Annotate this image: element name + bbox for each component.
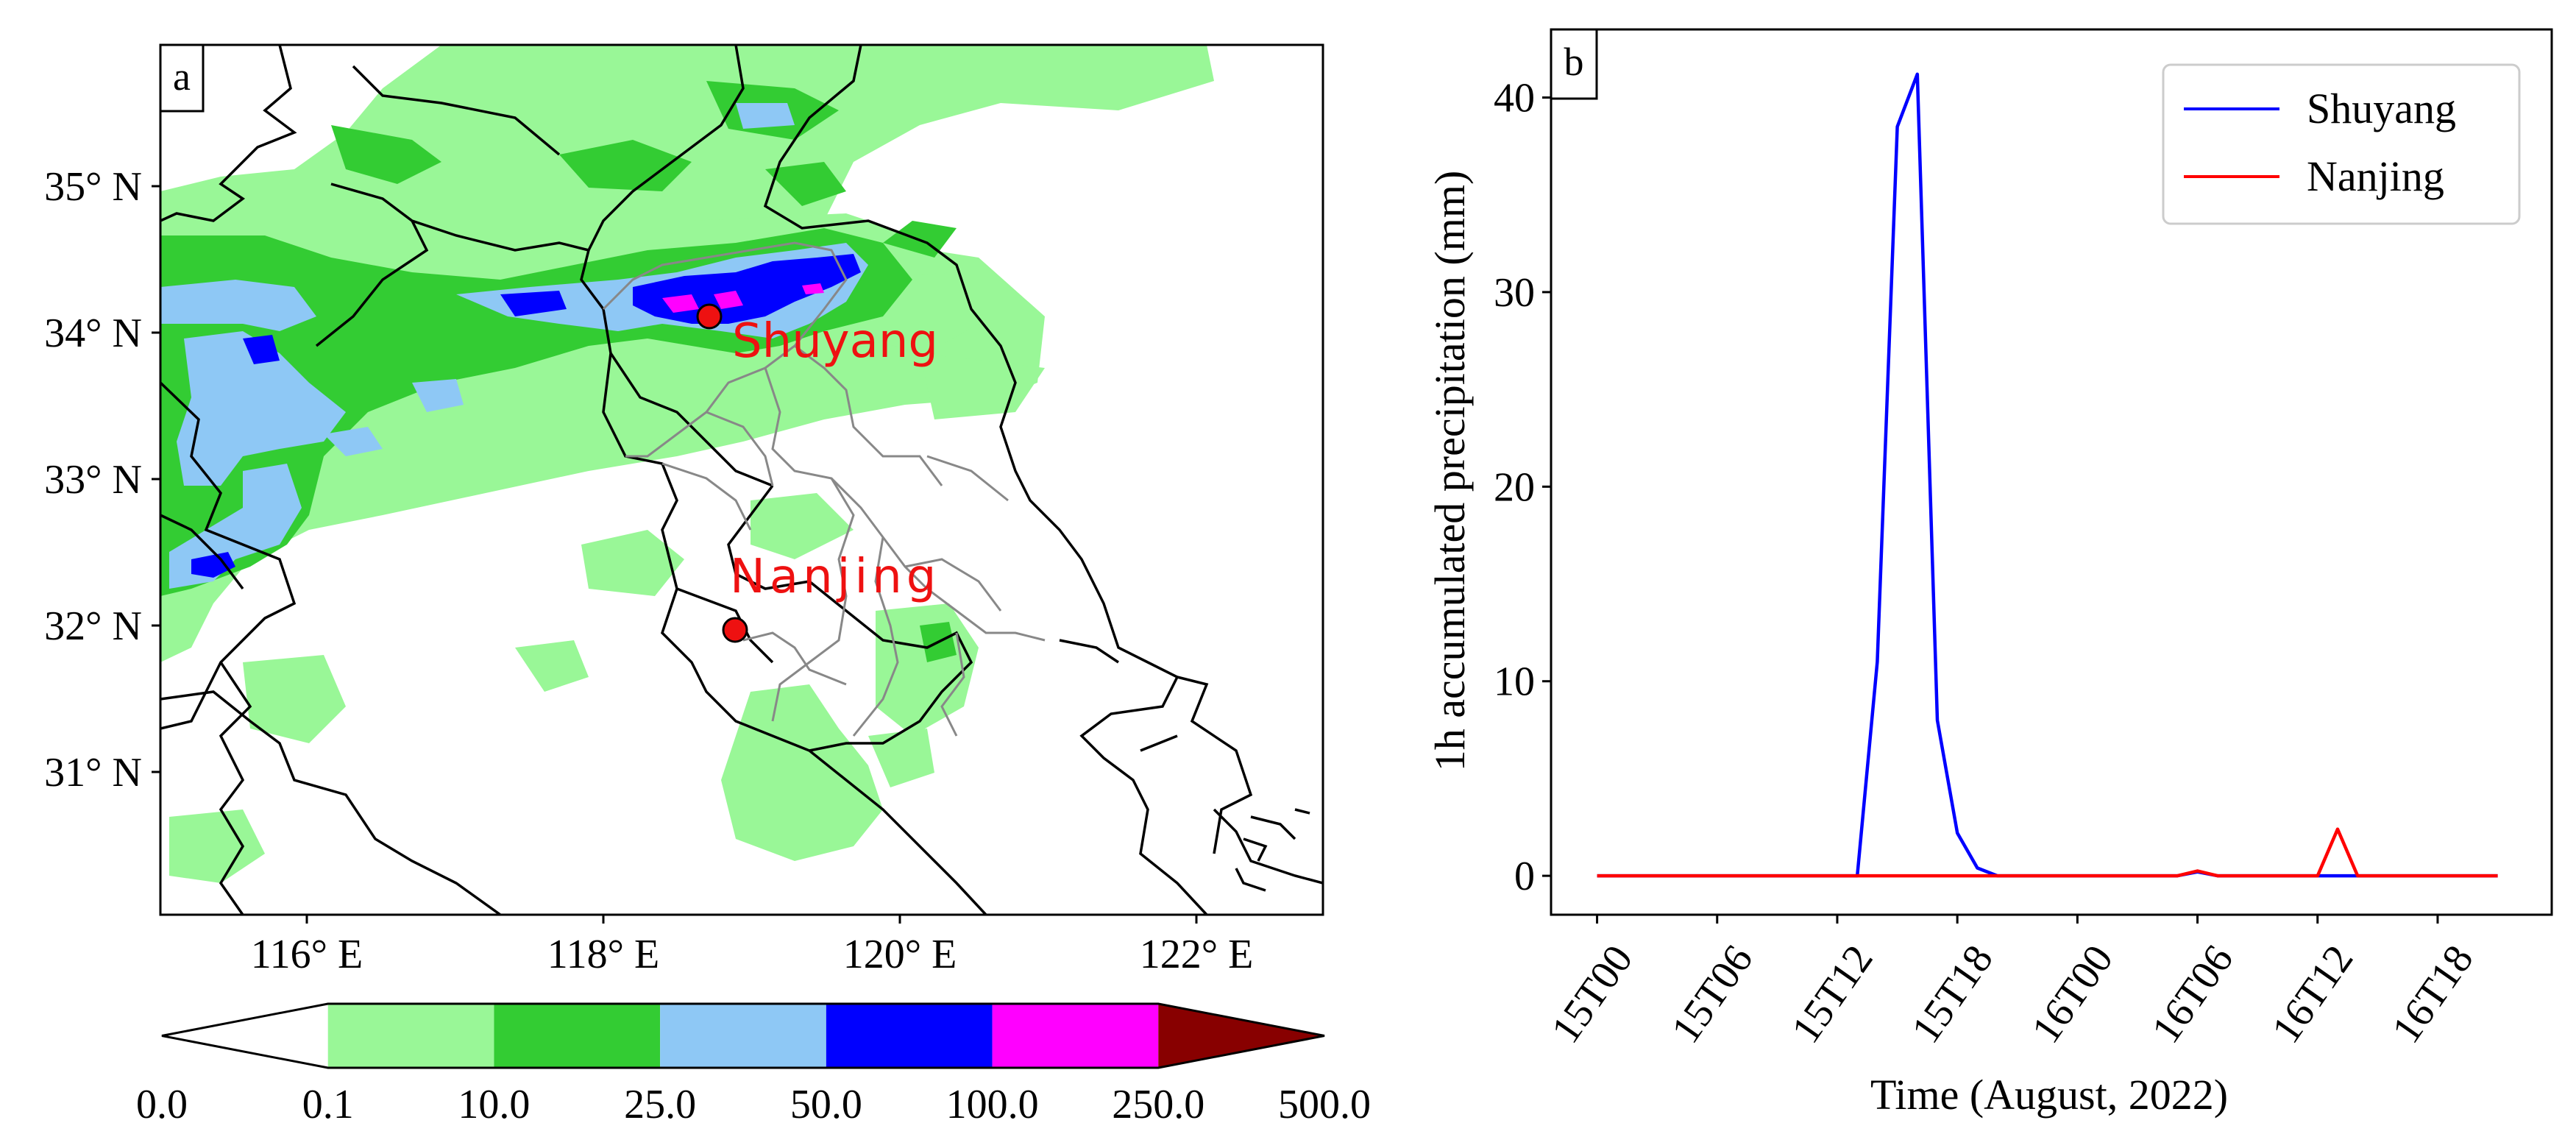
lat-tick-31: 31° N [44,750,142,796]
x-axis: 15T00 15T06 15T12 15T18 16T00 16T06 16T12 16T18 [1543,915,2483,1052]
panel-label-b: b [1564,40,1584,84]
lon-tick-120: 120° E [843,932,957,977]
y-tick-label: 10 [1494,659,1535,705]
panel-label-b-box [1550,28,1598,100]
colorbar-segment [660,1004,826,1068]
lat-tick-32: 32° N [44,603,142,649]
colorbar-outline [161,1002,1325,1069]
colorbar-tick-label: 0.1 [302,1082,354,1127]
colorbar-segment [992,1004,1159,1068]
lat-tick-33: 33° N [44,457,142,503]
colorbar-tick-label: 25.0 [624,1082,696,1127]
y-tick-label: 30 [1494,270,1535,316]
lon-tick-118: 118° E [547,932,660,977]
x-tick-label: 16T18 [2383,937,2483,1051]
lon-tick-122: 122° E [1140,932,1254,977]
colorbar-tick-label: 50.0 [790,1082,862,1127]
lon-tick-116: 116° E [251,932,363,977]
station-shuyang: Shuyang [696,303,938,369]
x-tick-label: 15T12 [1783,937,1882,1051]
colorbar-tick-label: 0.0 [136,1082,188,1127]
x-tick-label: 15T00 [1543,937,1642,1051]
colorbar-tick-label: 10.0 [458,1082,530,1127]
x-tick-label: 15T18 [1903,937,2002,1051]
plot-frame [1550,28,2553,916]
latitude-axis: 35° N 34° N 33° N 32° N 31° N [44,164,160,796]
x-tick-label: 16T00 [2023,937,2122,1051]
boundaries [160,45,1323,915]
station-nanjing: Nanjing [722,550,940,643]
y-tick-label: 20 [1494,464,1535,510]
colorbar: 0.0 0.1 10.0 25.0 50.0 100.0 250.0 500.0 [136,1002,1371,1127]
station-label-shuyang: Shuyang [732,314,938,369]
x-tick-label: 16T12 [2263,937,2363,1051]
colorbar-tick-label: 250.0 [1112,1082,1204,1127]
station-label-nanjing: Nanjing [730,550,940,604]
precipitation-map: Shuyang Nanjing a 35° N 34° N 33° N 32° … [44,43,1371,1127]
colorbar-tick-label: 100.0 [946,1082,1039,1127]
field-magenta [662,283,824,313]
x-tick-label: 16T06 [2143,937,2243,1051]
y-axis: 0 10 20 30 40 [1494,76,1551,899]
longitude-axis: 116° E 118° E 120° E 122° E [251,915,1254,977]
x-tick-label: 15T06 [1663,937,1762,1051]
colorbar-segment [494,1004,661,1068]
legend-label-shuyang: Shuyang [2307,85,2456,132]
colorbar-segment [1158,1004,1324,1068]
x-axis-label: Time (August, 2022) [1870,1071,2228,1119]
colorbar-tick-label: 500.0 [1278,1082,1371,1127]
legend-label-nanjing: Nanjing [2307,152,2444,200]
panel-label-a-box [159,43,205,113]
legend: Shuyang Nanjing [2162,63,2521,225]
series-line-nanjing [1597,827,2498,878]
province-boundaries [160,45,1323,915]
legend-frame [2162,63,2521,225]
colorbar-segment [162,1004,328,1068]
colorbar-segment [826,1004,993,1068]
lat-tick-34: 34° N [44,311,142,356]
station-marker-shuyang [696,303,723,330]
y-tick-label: 0 [1514,854,1535,899]
lat-tick-35: 35° N [44,164,142,210]
series-lines [1597,72,2498,878]
city-boundaries [602,241,1046,737]
y-axis-label: 1h accumulated precipitation (mm) [1426,171,1474,772]
colorbar-segment [327,1004,494,1068]
station-marker-nanjing [722,617,748,643]
y-tick-label: 40 [1494,76,1535,121]
panel-label-a: a [173,54,191,99]
